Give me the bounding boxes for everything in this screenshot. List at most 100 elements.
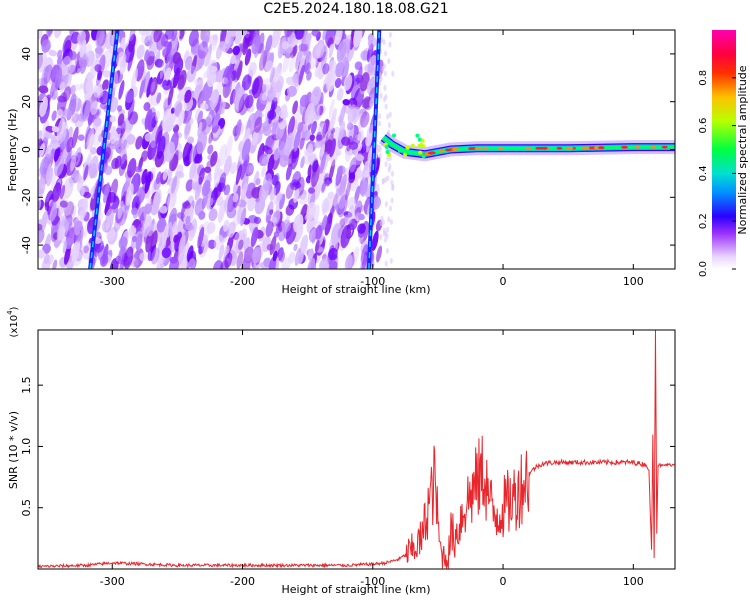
spectrogram-noise-blob	[378, 152, 382, 159]
spectrogram-noise-blob	[354, 154, 365, 162]
spectrogram-noise-blob	[156, 70, 165, 85]
spectrogram-noise-blob	[255, 178, 261, 186]
spectrogram-noise-blob	[80, 59, 87, 75]
spectrogram-noise-blob	[343, 214, 348, 223]
spectrogram-noise-blob	[154, 110, 160, 121]
spectrogram-noise-blob	[118, 80, 125, 100]
snr-xtick-label: -100	[360, 575, 385, 588]
spectrogram-noise-blob	[354, 200, 363, 217]
spectrogram-noise-blob	[230, 80, 236, 91]
spectrogram-noise-blob	[386, 226, 390, 233]
spectrogram-noise-blob	[50, 139, 60, 150]
spectrogram-noise-blob	[89, 146, 97, 155]
spectrogram-noise-blob	[208, 208, 218, 222]
spectrogram-noise-blob	[56, 117, 65, 142]
spectrogram-noise-blob	[124, 89, 135, 103]
spectrogram-noise-blob	[244, 48, 252, 66]
spectrogram-noise-blob	[176, 31, 181, 38]
spectrogram-noise-blob	[232, 193, 239, 203]
spectrogram-noise-blob	[379, 92, 383, 99]
spec-xtick-label: -200	[230, 275, 255, 288]
spectrogram-noise-blob	[185, 215, 191, 225]
spectrogram-noise-blob	[227, 221, 236, 238]
spectrogram-noise-blob	[357, 223, 366, 234]
spectrogram-track-speckle	[410, 143, 415, 148]
spectrogram-noise-blob	[328, 247, 338, 261]
spectrogram-noise-blob	[99, 102, 108, 110]
spectrogram-noise-blob	[208, 34, 219, 46]
spectrogram-noise-blob	[267, 109, 277, 120]
spectrogram-noise-blob	[90, 100, 99, 116]
spectrogram-noise-blob	[75, 173, 82, 183]
spectrogram-noise-blob	[226, 206, 237, 219]
spectrogram-noise-blob	[83, 97, 92, 122]
spectrogram-noise-blob	[38, 249, 46, 259]
spectrogram-noise-blob	[292, 100, 298, 115]
spectrogram-noise-blob	[116, 51, 127, 68]
spectrogram-noise-blob	[357, 213, 365, 221]
spectrogram-noise-blob	[265, 60, 274, 72]
spectrogram-noise-blob	[166, 41, 172, 55]
spectrogram-noise-blob	[319, 151, 327, 175]
spectrogram-noise-blob	[361, 251, 368, 269]
spectrogram-noise-blob	[177, 109, 185, 127]
spectrogram-noise-blob	[250, 226, 259, 248]
spectrogram-noise-blob	[336, 40, 347, 63]
spectrogram-noise-blob	[236, 60, 243, 81]
spectrogram-noise-blob	[390, 170, 394, 177]
spectrogram-noise-blob	[366, 77, 377, 95]
spectrogram-noise-blob	[234, 119, 242, 142]
spectrogram-noise-blob	[294, 30, 305, 40]
spectrogram-noise-blob	[371, 230, 379, 251]
spectrogram-noise-blob	[54, 67, 63, 91]
spectrogram-noise-blob	[176, 164, 184, 178]
spectrogram-noise-blob	[162, 168, 168, 181]
spectrogram-noise-blob	[389, 257, 393, 264]
spectrogram-noise-blob	[64, 244, 71, 265]
spectrogram-noise-blob	[236, 251, 244, 269]
spectrogram-noise-blob	[97, 70, 103, 81]
spectrogram-noise-blob	[384, 260, 388, 267]
spectrogram-noise-blob	[345, 178, 352, 201]
spectrogram-noise-blob	[212, 124, 221, 138]
spectrogram-noise-blob	[197, 226, 205, 249]
spectrogram-noise-blob	[320, 48, 328, 70]
spectrogram-noise-blob	[343, 74, 353, 91]
spectrogram-noise-blob	[165, 51, 172, 74]
spectrogram-track-speckle	[403, 152, 408, 157]
spectrogram-noise-blob	[83, 164, 89, 181]
spectrogram-noise-blob	[135, 136, 143, 150]
spectrogram-noise-blob	[336, 149, 342, 157]
spectrogram-noise-blob	[273, 231, 280, 238]
spectrogram-noise-blob	[208, 131, 214, 144]
snr-ytick-label: 1.0	[20, 438, 33, 456]
spectrogram-track-peak	[661, 145, 668, 149]
spectrogram-noise-blob	[251, 77, 260, 95]
spectrogram-noise-blob	[251, 35, 261, 55]
spectrogram-noise-blob	[381, 178, 385, 185]
spectrogram-track-speckle	[385, 150, 390, 155]
spectrogram-noise-blob	[272, 80, 282, 102]
spectrogram-track-peak	[556, 146, 563, 150]
spectrogram-noise-blob	[129, 30, 137, 42]
spectrogram-noise-blob	[143, 102, 151, 111]
spectrogram-noise-blob	[328, 43, 334, 54]
spectrogram-track-peak	[583, 146, 590, 150]
spectrogram-track-peak	[438, 149, 445, 153]
spectrogram-track-peak	[482, 146, 489, 150]
spectrogram-noise-blob	[240, 175, 249, 197]
spectrogram-noise-blob	[349, 157, 357, 173]
spectrogram-noise-blob	[136, 44, 145, 60]
spectrogram-noise-blob	[133, 219, 140, 229]
spectrogram-noise-blob	[102, 79, 110, 91]
spectrogram-noise-blob	[253, 170, 260, 188]
spectrogram-noise-blob	[281, 219, 292, 233]
spectrogram-noise-blob	[111, 202, 119, 214]
spectrogram-track-peak	[427, 151, 434, 155]
spectrogram-noise-blob	[173, 124, 180, 134]
spectrogram-noise-blob	[172, 52, 182, 65]
spectrogram-noise-blob	[378, 113, 382, 120]
spectrogram-noise-blob	[387, 58, 391, 65]
spectrogram-ylabel: Frequency (Hz)	[6, 109, 19, 192]
snr-xtick-label: 0	[500, 575, 507, 588]
